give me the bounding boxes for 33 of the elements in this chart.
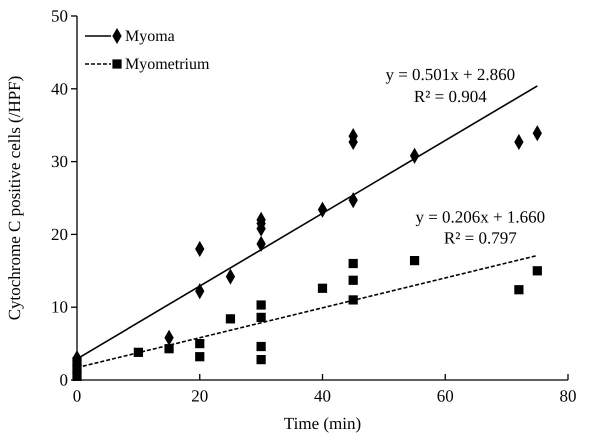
- point: [256, 355, 266, 364]
- annotation: y = 0.501x + 2.860: [385, 64, 516, 84]
- y-tick-label: 30: [51, 152, 68, 172]
- annotation: R² = 0.904: [414, 86, 488, 106]
- x-axis-title: Time (min): [284, 414, 362, 433]
- point: [348, 258, 358, 268]
- y-tick-label: 50: [51, 6, 68, 26]
- y-tick-label: 0: [60, 370, 68, 390]
- point: [256, 312, 266, 322]
- x-tick-label: 80: [560, 386, 576, 406]
- y-tick-label: 10: [51, 298, 68, 317]
- y-axis-title: Cytochrome C positive cells (/HPF): [5, 76, 24, 320]
- x-tick-label: 60: [436, 386, 454, 406]
- x-tick-label: 0: [72, 386, 82, 406]
- x-tick-label: 40: [314, 386, 331, 406]
- x-tick-label: 20: [191, 386, 208, 406]
- point: [256, 342, 266, 352]
- point: [514, 285, 524, 294]
- legend-label: Myoma: [125, 28, 175, 45]
- point: [348, 295, 358, 305]
- y-tick-label: 40: [51, 79, 68, 98]
- legend-label: Myometrium: [125, 56, 210, 73]
- point: [348, 276, 358, 285]
- annotation: y = 0.206x + 1.660: [415, 208, 546, 227]
- point: [318, 284, 328, 293]
- annotation: R² = 0.797: [444, 228, 518, 248]
- point: [226, 314, 236, 324]
- point: [195, 338, 204, 348]
- point: [410, 256, 420, 266]
- point: [195, 352, 204, 362]
- point: [256, 300, 266, 310]
- point: [532, 266, 542, 276]
- y-tick-label: 20: [51, 224, 68, 244]
